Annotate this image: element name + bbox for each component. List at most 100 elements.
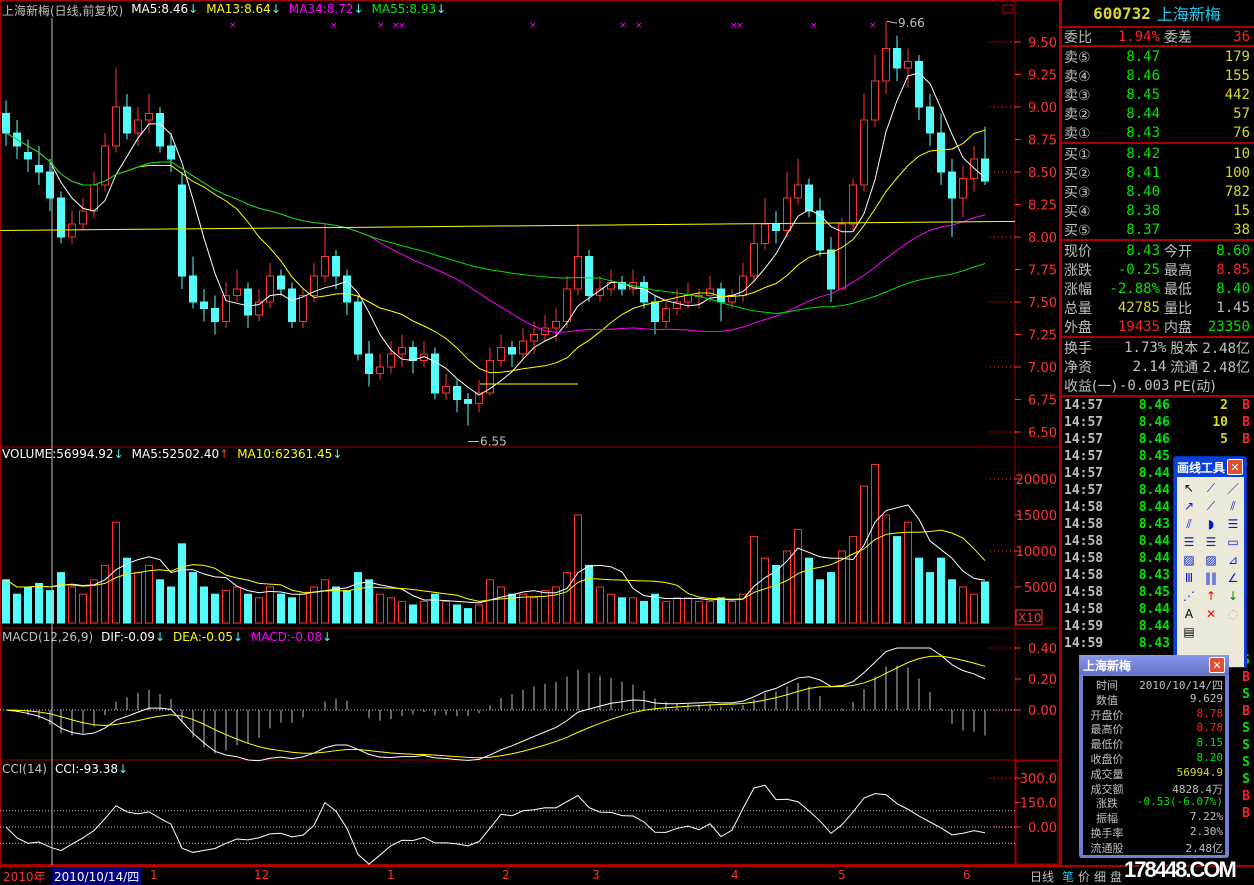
axis-tick-label: 8.75 bbox=[1028, 134, 1057, 149]
sells-row[interactable]: 卖④ 8.46 155 bbox=[1062, 66, 1254, 85]
tool-cycle-lines-icon[interactable]: Ⅲ bbox=[1184, 571, 1194, 585]
tool-speed-fan-icon[interactable]: ⋰ bbox=[1183, 589, 1195, 603]
tick-volume: 10 bbox=[1212, 415, 1228, 430]
time-axis: 2010年 2010/10/14/四 1 12 1 2 3 4 5 6 日线 笔… bbox=[0, 865, 1254, 885]
candle bbox=[948, 159, 956, 237]
candle-body bbox=[211, 308, 219, 322]
tool-arrow-line-icon[interactable]: ↗ bbox=[1183, 499, 1195, 513]
volume-bar bbox=[101, 564, 109, 624]
tool-fibonacci-lines-icon[interactable]: ‖‖ bbox=[1205, 571, 1217, 585]
sells-row[interactable]: 卖③ 8.45 442 bbox=[1062, 85, 1254, 104]
info-label: 收盘价 bbox=[1090, 752, 1124, 766]
volume-unit-label: X10 bbox=[1018, 611, 1042, 625]
tool-fibonacci-text-icon[interactable]: ☰ bbox=[1183, 535, 1195, 549]
tick-time: 14:57 bbox=[1064, 466, 1104, 481]
sells-row[interactable]: 卖② 8.44 57 bbox=[1062, 104, 1254, 123]
candle bbox=[475, 380, 483, 413]
tab-jia[interactable]: 价 bbox=[1078, 870, 1091, 884]
buys-row[interactable]: 买② 8.41 100 bbox=[1062, 163, 1254, 182]
tool-down-arrow-icon[interactable]: ↓ bbox=[1227, 589, 1239, 603]
signal-marker-icon: × bbox=[392, 21, 400, 31]
stat-label: 换手 bbox=[1064, 340, 1092, 357]
candlestick-series: × × × ×× × × × ×× × × bbox=[0, 20, 1016, 442]
tool-pointer-icon[interactable]: ↖ bbox=[1183, 481, 1195, 495]
close-icon[interactable]: ✕ bbox=[1227, 459, 1243, 475]
tool-linear-regression-icon[interactable]: ▨ bbox=[1183, 553, 1195, 567]
level-volume: 100 bbox=[1224, 164, 1250, 181]
tick-side: S bbox=[1242, 687, 1250, 702]
tool-regression-channel-icon[interactable]: ▨ bbox=[1205, 553, 1217, 567]
tool-gann-fan-icon[interactable]: ∠ bbox=[1227, 571, 1239, 585]
tick-time: 14:58 bbox=[1064, 602, 1104, 617]
signal-marker-icon: × bbox=[736, 21, 744, 31]
stat-row: 涨幅 -2.88% 最低 8.40 bbox=[1062, 279, 1254, 298]
tab-pan[interactable]: 盘 bbox=[1110, 870, 1123, 884]
tick-time: 14:58 bbox=[1064, 500, 1104, 515]
info-label: 成交额 bbox=[1090, 782, 1124, 796]
toolbox-titlebar[interactable]: 画线工具 ✕ bbox=[1174, 457, 1246, 477]
tick-side: B bbox=[1242, 806, 1250, 821]
month-label: 12 bbox=[254, 868, 270, 882]
period-button[interactable]: 日线 bbox=[1030, 870, 1055, 884]
window-restore-button[interactable] bbox=[1002, 4, 1014, 14]
tool-text-icon[interactable]: A bbox=[1184, 607, 1194, 621]
info-row: 流通股 2.48亿 bbox=[1083, 840, 1225, 855]
tool-hide-icon[interactable]: ◌ bbox=[1227, 607, 1239, 621]
candle-body bbox=[431, 353, 439, 394]
stat-value: -2.88% bbox=[1109, 280, 1160, 297]
dea-value: DEA:-0.05 bbox=[173, 630, 233, 644]
tool-ray-icon[interactable]: ⟋ bbox=[1206, 498, 1216, 513]
level-price: 8.43 bbox=[1126, 124, 1160, 141]
vol-ma5-value: MA5:52502.40 bbox=[131, 447, 220, 461]
volume-bar bbox=[79, 593, 87, 624]
tool-line-icon[interactable]: ／ bbox=[1226, 481, 1239, 496]
tick-row: S bbox=[1062, 720, 1254, 737]
tool-list-icon[interactable]: ▤ bbox=[1183, 625, 1195, 639]
tool-delete-icon[interactable]: ✕ bbox=[1205, 607, 1217, 621]
tool-parallel-lines-icon[interactable]: ⫽ bbox=[1230, 498, 1236, 513]
tab-xi[interactable]: 细 bbox=[1094, 870, 1107, 884]
buys-row[interactable]: 买⑤ 8.37 38 bbox=[1062, 220, 1254, 239]
tool-arc-icon[interactable]: ◗ bbox=[1207, 517, 1215, 531]
stat-label: 最高 bbox=[1164, 262, 1192, 279]
buys-row[interactable]: 买① 8.42 10 bbox=[1062, 144, 1254, 163]
tick-list[interactable]: 14:57 8.46 2 B 14:57 8.46 10 B 14:57 8.46 5 B 14:57 8… bbox=[1062, 397, 1254, 822]
volume-bar bbox=[574, 514, 582, 624]
tool-segment-icon[interactable]: ⟋ bbox=[1206, 480, 1216, 495]
stat-row: 外盘 19435 内盘 23350 bbox=[1062, 317, 1254, 336]
candle bbox=[662, 302, 670, 328]
level-price: 8.41 bbox=[1126, 164, 1160, 181]
tool-gann-line-icon[interactable]: ☰ bbox=[1227, 517, 1239, 531]
tick-time: 14:58 bbox=[1064, 585, 1104, 600]
info-titlebar[interactable]: 上海新梅 ✕ bbox=[1079, 655, 1229, 675]
buys-row[interactable]: 买④ 8.38 15 bbox=[1062, 201, 1254, 220]
axis-tick-label: 7.25 bbox=[1028, 329, 1057, 344]
tool-up-arrow-icon[interactable]: ↑ bbox=[1205, 589, 1217, 603]
buys-row[interactable]: 买③ 8.40 782 bbox=[1062, 182, 1254, 201]
tick-price: 8.45 bbox=[1138, 449, 1170, 464]
close-icon[interactable]: ✕ bbox=[1209, 657, 1225, 673]
month-label: 1 bbox=[387, 868, 395, 882]
tick-side: B bbox=[1242, 398, 1250, 413]
tool-regression-band-icon[interactable]: ⊿ bbox=[1227, 553, 1239, 567]
tab-bi[interactable]: 笔 bbox=[1062, 870, 1075, 884]
volume-bar bbox=[904, 521, 912, 624]
down-arrow-icon: ↓ bbox=[332, 447, 343, 461]
tool-parallel-channel-icon[interactable]: ⫽ bbox=[1186, 516, 1192, 531]
tool-text-line-icon[interactable]: ☰ bbox=[1205, 535, 1217, 549]
drawing-toolbox[interactable]: 画线工具 ✕ ↖ ⟋ ／ ↗ ⟋ ⫽ ⫽ ◗ ☰ ☰ ☰ ▭ ▨ ▨ ⊿ Ⅲ ‖‖ ∠ ⋰ ↑ ↓ A ✕ ◌ ▤ bbox=[1173, 456, 1247, 668]
candle bbox=[442, 373, 450, 400]
bar-info-window[interactable]: 上海新梅 ✕ 时间 2010/10/14/四 数值 9.629 开盘价 8.78 最高价 8.… bbox=[1079, 655, 1229, 858]
level-label: 买④ bbox=[1064, 203, 1091, 220]
tool-rectangle-icon[interactable]: ▭ bbox=[1227, 535, 1239, 549]
stat-label: 总量 bbox=[1064, 300, 1092, 317]
candle bbox=[112, 68, 120, 153]
weicha-value: 36 bbox=[1233, 28, 1250, 45]
volume-bar bbox=[530, 597, 538, 624]
volume-bar bbox=[860, 485, 868, 624]
sells-row[interactable]: 卖① 8.43 76 bbox=[1062, 123, 1254, 142]
level-volume: 179 bbox=[1224, 48, 1250, 65]
volume-bar bbox=[189, 572, 197, 624]
sells-row[interactable]: 卖⑤ 8.47 179 bbox=[1062, 47, 1254, 66]
kline-chart[interactable]: × × × ×× × × × ×× × × 9.509.259.008.758.508.258.0… bbox=[0, 0, 1060, 865]
